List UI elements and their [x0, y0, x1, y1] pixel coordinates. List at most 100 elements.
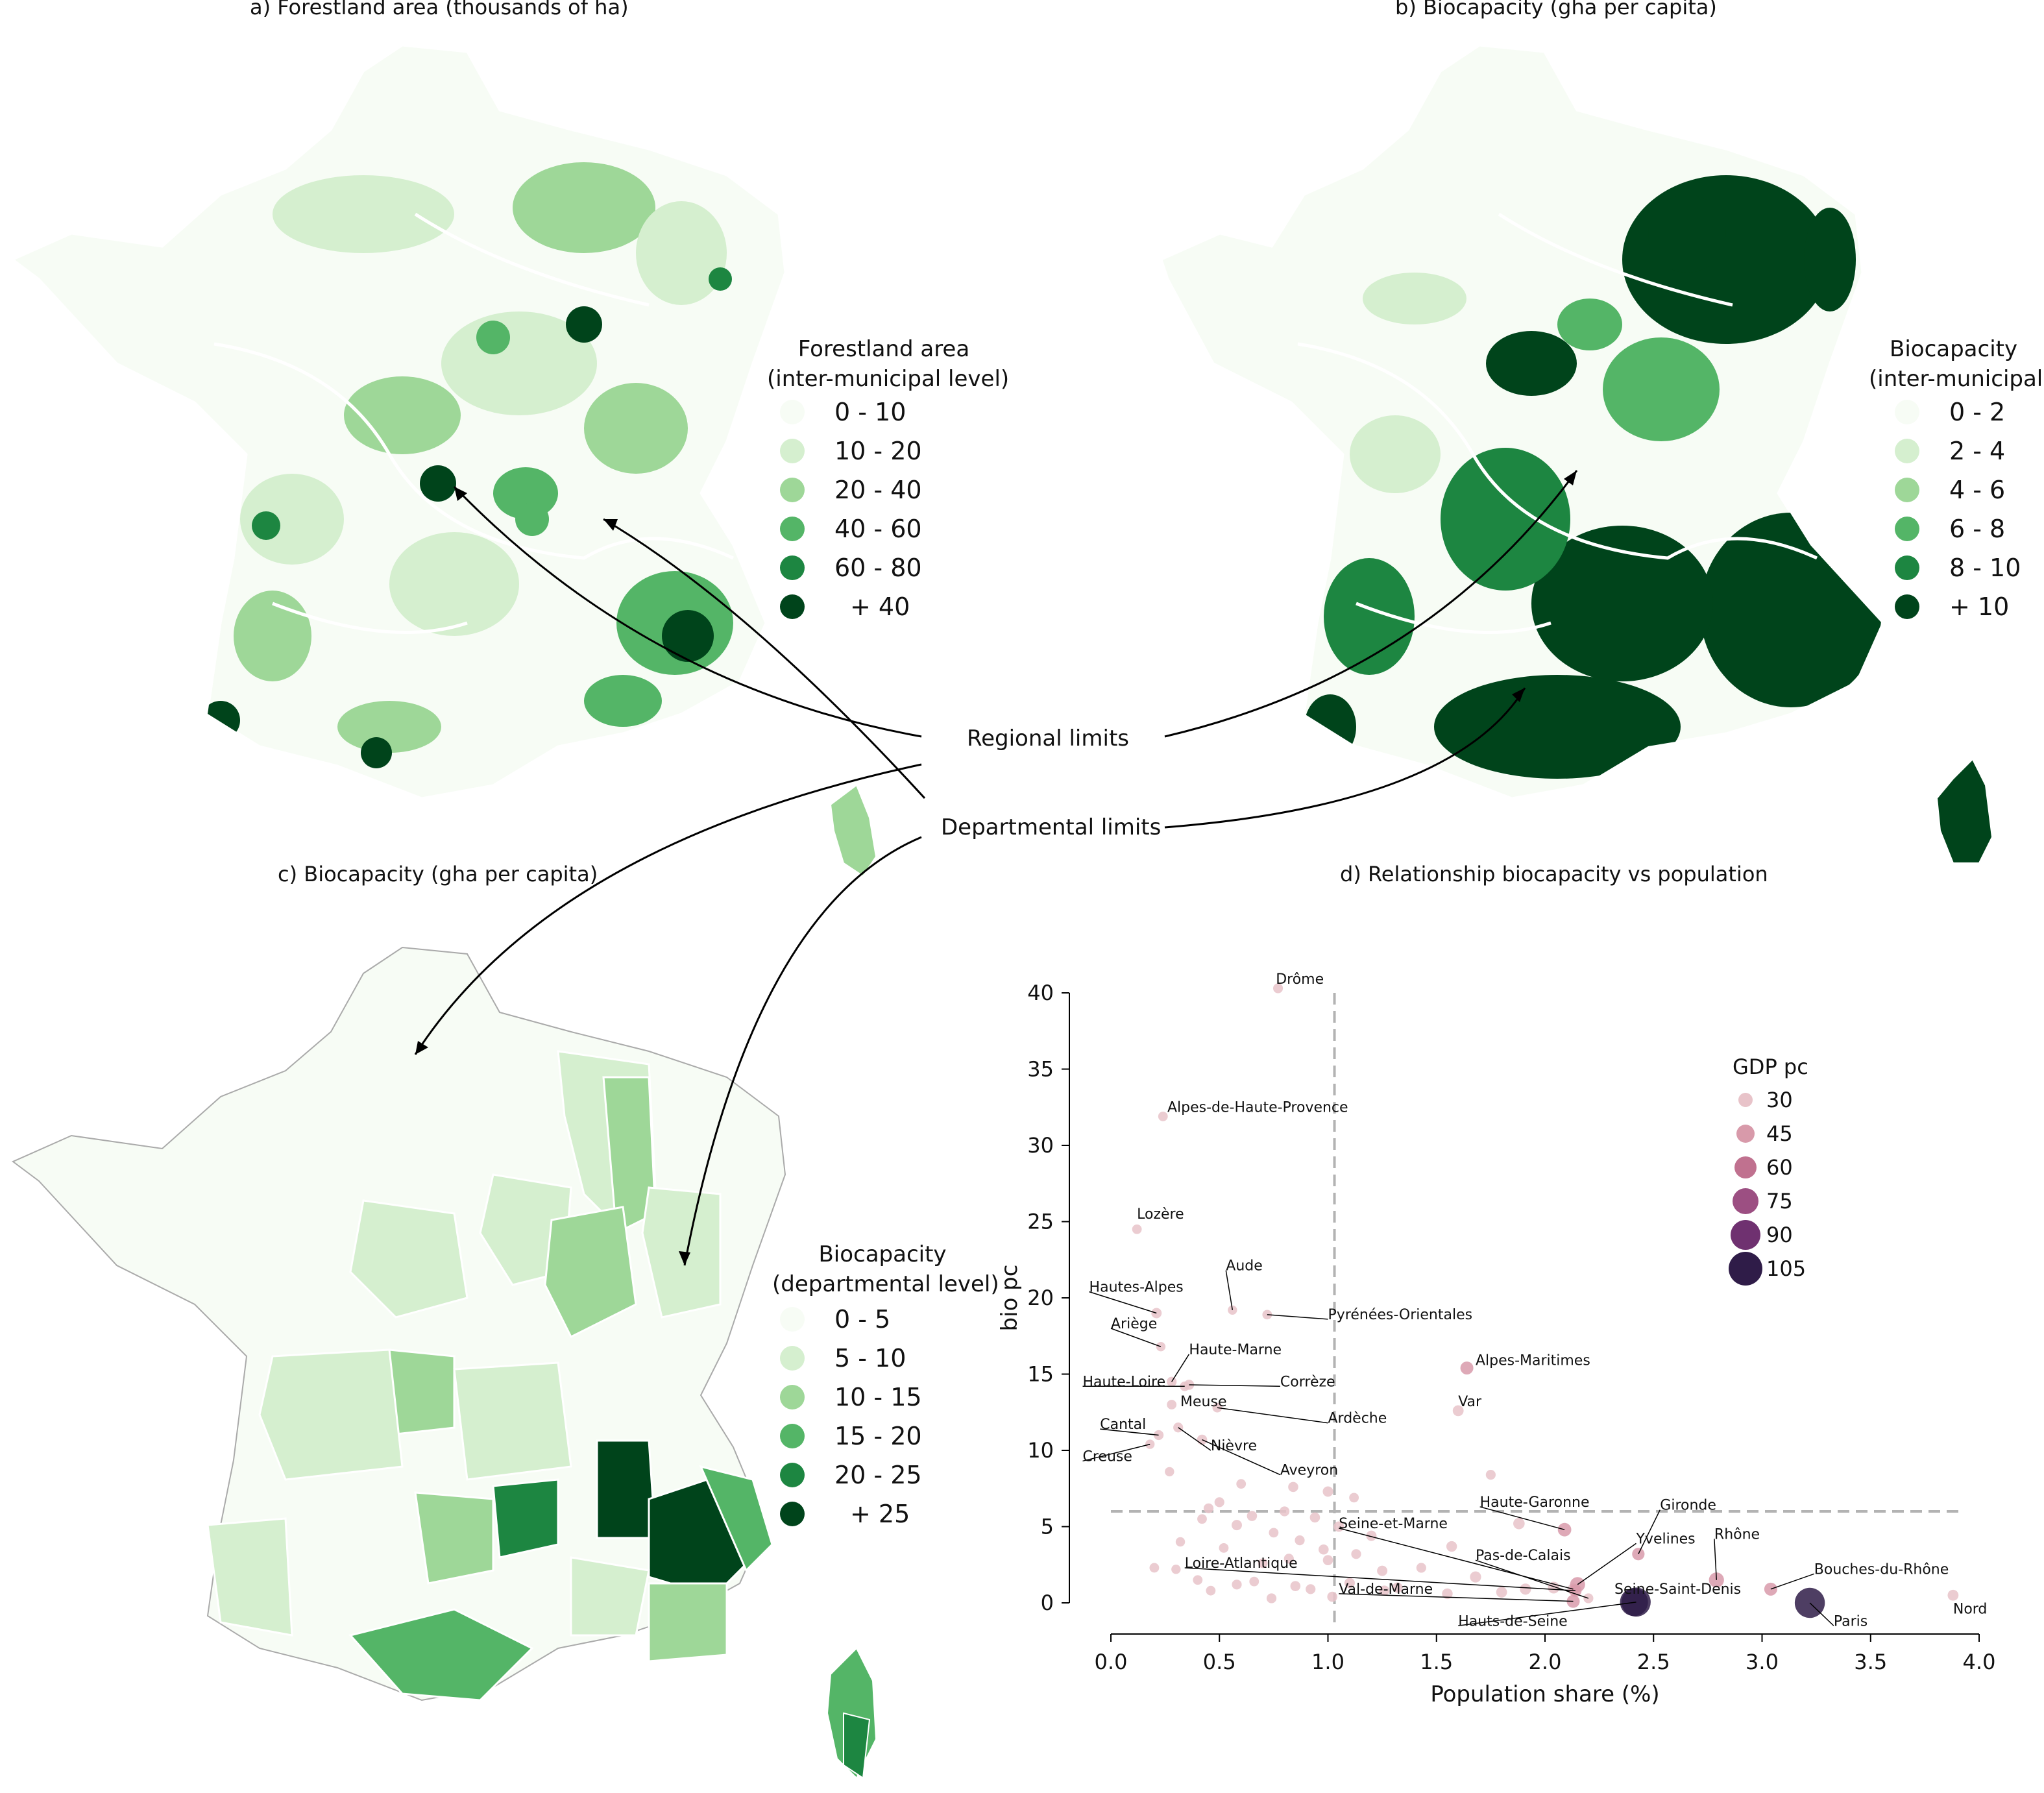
legend-b-title-line-1: Biocapacity: [1890, 336, 2018, 362]
data-point: [1351, 1549, 1361, 1559]
data-point: [1366, 1530, 1377, 1541]
data-point: [1295, 1535, 1305, 1546]
leader-line: [1100, 1428, 1159, 1436]
legend-c-title-line-1: Biocapacity: [818, 1241, 947, 1267]
data-point: [1203, 1503, 1214, 1513]
data-point: [1322, 1555, 1333, 1565]
data-point: [1485, 1470, 1496, 1480]
data-point: [1165, 1467, 1174, 1477]
gdp-legend-label: 45: [1766, 1121, 1793, 1146]
data-point: [1258, 1558, 1268, 1568]
x-tick-label: 1.0: [1311, 1650, 1344, 1674]
legend-a-item: 0 - 10: [780, 393, 906, 432]
leader-line: [1225, 1270, 1234, 1310]
gdp-legend-swatch: [1733, 1188, 1758, 1214]
x-axis-label: Population share (%): [1430, 1681, 1659, 1707]
data-point: [1284, 1554, 1294, 1564]
data-point: [1319, 1544, 1329, 1555]
data-point: [1442, 1588, 1453, 1600]
data-point: [1249, 1576, 1259, 1587]
data-point: [1232, 1580, 1242, 1590]
data-point-alpes-maritimes: [1460, 1361, 1474, 1375]
point-label: Ariège: [1111, 1316, 1157, 1332]
legend-b-item: 2 - 4: [1895, 432, 2005, 470]
data-point: [1309, 1512, 1320, 1523]
leader-line: [1171, 1354, 1190, 1382]
point-label: Meuse: [1180, 1394, 1226, 1410]
x-tick-label: 3.5: [1854, 1650, 1887, 1674]
point-label: Hautes-Alpes: [1089, 1280, 1184, 1296]
point-label: Haute-Garonne: [1480, 1494, 1590, 1511]
x-tick-label: 0.0: [1095, 1650, 1128, 1674]
y-tick-label: 15: [1027, 1362, 1054, 1387]
x-tick-label: 0.5: [1203, 1650, 1236, 1674]
point-label: Nord: [1953, 1601, 1988, 1617]
data-point: [1232, 1520, 1243, 1531]
gdp-legend-label: 75: [1766, 1189, 1793, 1214]
legend-a-item: 10 - 20: [780, 432, 922, 470]
legend-b-item: 8 - 10: [1895, 548, 2021, 587]
legend-a-item: 60 - 80: [780, 548, 922, 587]
point-label: Yvelines: [1635, 1531, 1695, 1547]
data-point: [1149, 1563, 1160, 1573]
legend-c-item: + 25: [780, 1494, 910, 1533]
leader-line: [1479, 1506, 1565, 1530]
panel-c-title: c) Biocapacity (gha per capita): [278, 862, 598, 886]
point-label: Loire-Atlantique: [1185, 1555, 1298, 1572]
data-point: [1280, 1506, 1290, 1517]
gdp-legend-swatch: [1738, 1093, 1753, 1107]
departmental-limits-label: Departmental limits: [941, 814, 1162, 840]
data-point: [1171, 1565, 1181, 1574]
gdp-legend-label: 30: [1766, 1088, 1793, 1112]
forestland-map: [11, 44, 877, 877]
limit-arrows: [414, 470, 1578, 1266]
data-point-alpes-de-haute-provence: [1158, 1111, 1168, 1121]
x-tick-label: 1.5: [1420, 1650, 1453, 1674]
legend-b-item: 0 - 2: [1895, 393, 2005, 432]
legend-c-item: 20 - 25: [780, 1456, 922, 1494]
point-label: Cantal: [1100, 1417, 1146, 1433]
data-point: [1470, 1571, 1481, 1583]
leader-line: [1217, 1407, 1328, 1424]
data-point: [1322, 1486, 1333, 1497]
leader-line: [1809, 1602, 1834, 1626]
leader-line: [1770, 1573, 1815, 1590]
point-label: Corrèze: [1280, 1374, 1335, 1390]
data-point: [1236, 1479, 1247, 1489]
point-label: Pyrénées-Orientales: [1328, 1307, 1473, 1323]
point-label: Pas-de-Calais: [1476, 1548, 1571, 1564]
point-label: Haute-Loire: [1083, 1374, 1166, 1390]
data-point: [1247, 1511, 1258, 1521]
point-label: Alpes-de-Haute-Provence: [1167, 1099, 1348, 1116]
legend-a-title-line-1: Forestland area: [797, 336, 970, 362]
y-tick-label: 40: [1027, 981, 1054, 1005]
data-point: [1290, 1581, 1301, 1591]
leader-line: [1184, 1567, 1576, 1591]
x-tick-label: 3.0: [1746, 1650, 1779, 1674]
legend-c-item: 15 - 20: [780, 1417, 922, 1456]
leader-line: [1339, 1593, 1574, 1602]
data-point-dr-me: [1272, 983, 1284, 994]
data-point-meuse: [1167, 1400, 1177, 1409]
data-point: [1379, 1585, 1390, 1596]
biocapacity-intermunicipal-map: [1160, 44, 1993, 864]
legend-b-title-line-2: (inter-municipal): [1869, 366, 2044, 392]
panel-b-title: b) Biocapacity (gha per capita): [1395, 0, 1717, 19]
data-point: [1392, 1582, 1403, 1593]
leader-line: [1189, 1384, 1280, 1387]
legend-b-item: 4 - 6: [1895, 470, 2005, 509]
data-point: [1197, 1514, 1207, 1524]
gdp-legend-label: 60: [1766, 1155, 1793, 1180]
legend-c-title: Biocapacity (departmental level): [772, 1239, 999, 1299]
arrow-heads: [415, 470, 1577, 1265]
point-label: Nièvre: [1211, 1438, 1257, 1454]
x-tick-label: 2.0: [1529, 1650, 1562, 1674]
leader-line: [1178, 1427, 1211, 1451]
regional-limits-label: Regional limits: [967, 726, 1129, 751]
legend-c-item: 10 - 15: [780, 1378, 922, 1417]
point-label: Var: [1458, 1394, 1482, 1410]
legend-a-item: 20 - 40: [780, 470, 922, 509]
data-point: [1288, 1482, 1298, 1493]
